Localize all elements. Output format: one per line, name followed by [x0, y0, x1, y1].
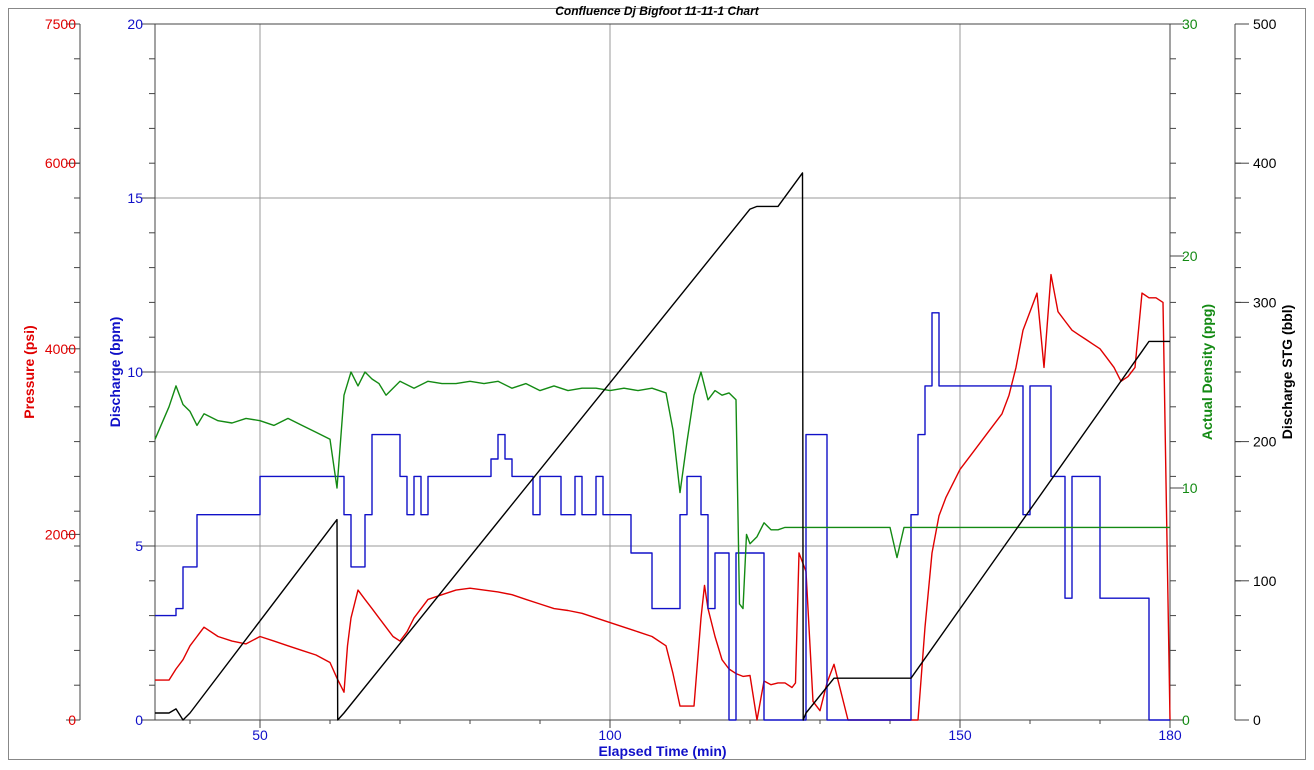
chart-title: Confluence Dj Bigfoot 11-11-1 Chart — [555, 4, 759, 18]
x-tick-label: 50 — [252, 727, 268, 743]
pressure-tick-label: 0 — [68, 712, 76, 728]
density-axis-title: Actual Density (ppg) — [1199, 304, 1215, 440]
pressure-tick-label: 6000 — [45, 155, 76, 171]
density-tick-label: 30 — [1182, 16, 1198, 32]
discharge-tick-label: 15 — [127, 190, 143, 206]
discharge-tick-label: 10 — [127, 364, 143, 380]
density-tick-label: 10 — [1182, 480, 1198, 496]
stg-tick-label: 300 — [1253, 294, 1277, 310]
pressure-tick-label: 4000 — [45, 341, 76, 357]
stg-axis-title: Discharge STG (bbl) — [1279, 305, 1295, 440]
stg-series-line — [155, 172, 1170, 721]
stg-tick-label: 500 — [1253, 16, 1277, 32]
stg-tick-label: 100 — [1253, 573, 1277, 589]
density-series-line — [154, 371, 1170, 610]
discharge-tick-label: 0 — [135, 712, 143, 728]
stg-tick-label: 200 — [1253, 434, 1277, 450]
discharge-tick-label: 20 — [127, 16, 143, 32]
x-tick-label: 150 — [948, 727, 972, 743]
stg-tick-label: 0 — [1253, 712, 1261, 728]
x-axis-title: Elapsed Time (min) — [598, 743, 726, 759]
density-tick-label: 0 — [1182, 712, 1190, 728]
discharge-axis-title: Discharge (bpm) — [107, 317, 123, 427]
density-tick-label: 20 — [1182, 248, 1198, 264]
pressure-tick-label: 2000 — [45, 526, 76, 542]
x-tick-label: 100 — [598, 727, 622, 743]
discharge-tick-label: 5 — [135, 538, 143, 554]
discharge-series-line — [155, 312, 1170, 721]
chart-frame — [8, 8, 1306, 760]
pressure-axis-title: Pressure (psi) — [21, 325, 37, 418]
stg-tick-label: 400 — [1253, 155, 1277, 171]
x-tick-label: 180 — [1158, 727, 1182, 743]
pressure-series-line — [155, 273, 1171, 721]
pressure-tick-label: 7500 — [45, 16, 76, 32]
